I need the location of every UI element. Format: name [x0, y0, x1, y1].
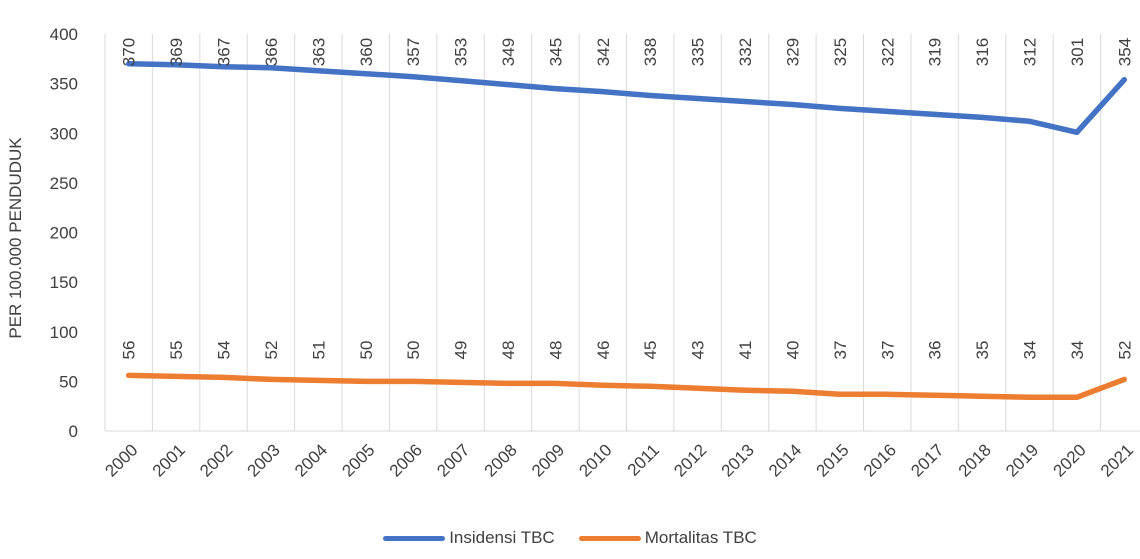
data-label: 48: [499, 341, 518, 360]
data-label: 35: [973, 341, 992, 360]
data-label: 366: [262, 38, 281, 66]
data-label: 52: [1115, 341, 1134, 360]
x-tick-label: 2001: [149, 440, 189, 480]
x-tick-label: 2009: [528, 440, 568, 480]
data-label: 335: [689, 38, 708, 66]
data-label: 50: [357, 341, 376, 360]
x-tick-label: 2020: [1050, 440, 1090, 480]
data-label: 369: [167, 38, 186, 66]
x-axis-ticks: 2000 2001 2002 2003 2004 2005 2006 2007 2008 2009…: [101, 440, 1137, 480]
series-line-1: [125, 372, 1128, 401]
data-label: 332: [736, 38, 755, 66]
legend-label: Insidensi TBC: [449, 528, 555, 547]
data-label: 48: [546, 341, 565, 360]
legend-swatch-blue: [383, 535, 446, 541]
data-label: 357: [404, 38, 423, 66]
data-label: 354: [1115, 38, 1134, 66]
x-tick-label: 2013: [718, 440, 758, 480]
data-label: 363: [309, 38, 328, 66]
data-label: 46: [594, 341, 613, 360]
y-tick-label: 0: [69, 422, 78, 441]
data-label: 325: [831, 38, 850, 66]
x-tick-label: 2011: [624, 440, 663, 479]
data-label: 34: [1020, 341, 1039, 360]
x-tick-label: 2016: [860, 440, 900, 480]
data-label: 367: [215, 38, 234, 66]
data-label: 54: [215, 341, 234, 360]
data-label: 34: [1068, 341, 1087, 360]
y-tick-label: 150: [50, 273, 78, 292]
data-label: 52: [262, 341, 281, 360]
data-label: 353: [452, 38, 471, 66]
data-label: 45: [641, 341, 660, 360]
y-axis-ticks: 0 50 100 150 200 250 300 350 400: [50, 25, 78, 441]
data-label: 37: [878, 341, 897, 360]
y-tick-label: 400: [50, 25, 78, 44]
x-tick-label: 2008: [481, 440, 521, 480]
x-tick-label: 2005: [338, 440, 378, 480]
data-label: 322: [878, 38, 897, 66]
data-label: 370: [120, 38, 139, 66]
data-label: 56: [120, 341, 139, 360]
x-tick-label: 2000: [101, 440, 141, 480]
data-label: 312: [1020, 38, 1039, 66]
y-tick-label: 350: [50, 75, 78, 94]
data-label: 349: [499, 38, 518, 66]
y-tick-label: 300: [50, 124, 78, 143]
x-tick-label: 2010: [575, 440, 615, 480]
data-label: 40: [783, 341, 802, 360]
data-label: 36: [926, 341, 945, 360]
data-label: 360: [357, 38, 376, 66]
legend-label: Mortalitas TBC: [644, 528, 757, 547]
data-label: 49: [452, 341, 471, 360]
y-tick-label: 250: [50, 174, 78, 193]
data-label: 338: [641, 38, 660, 66]
legend-item-insidensi: Insidensi TBC: [383, 528, 555, 548]
x-tick-label: 2015: [812, 440, 852, 480]
x-tick-label: 2021: [1097, 440, 1137, 480]
y-tick-label: 100: [50, 323, 78, 342]
y-tick-label: 200: [50, 224, 78, 243]
data-label: 55: [167, 341, 186, 360]
data-label: 41: [736, 341, 755, 360]
x-tick-label: 2004: [291, 440, 331, 480]
data-label: 51: [309, 341, 328, 360]
data-label: 319: [926, 38, 945, 66]
data-label: 342: [594, 38, 613, 66]
x-tick-label: 2002: [196, 440, 236, 480]
x-tick-label: 2018: [955, 440, 995, 480]
y-axis-label: PER 100.000 PENDUDUK: [6, 137, 25, 339]
data-labels: 370 369 367 366 363 360 357 353 349 345 342 338 335 3…: [120, 38, 1135, 360]
x-tick-label: 2017: [907, 440, 947, 480]
data-label: 50: [404, 341, 423, 360]
x-tick-label: 2006: [386, 440, 426, 480]
legend-swatch-orange: [578, 535, 641, 541]
x-tick-label: 2019: [1002, 440, 1042, 480]
data-label: 43: [689, 341, 708, 360]
series-layer: [125, 61, 1128, 401]
x-tick-label: 2007: [433, 440, 473, 480]
data-label: 301: [1068, 38, 1087, 66]
data-label: 345: [546, 38, 565, 66]
grid-layer: [104, 34, 1140, 432]
series-line-0: [125, 61, 1128, 136]
x-tick-label: 2014: [765, 440, 805, 480]
x-tick-label: 2012: [670, 440, 710, 480]
legend: Insidensi TBC Mortalitas TBC: [0, 528, 1140, 548]
legend-item-mortalitas: Mortalitas TBC: [578, 528, 757, 548]
data-label: 316: [973, 38, 992, 66]
data-label: 37: [831, 341, 850, 360]
y-tick-label: 50: [59, 372, 78, 391]
x-tick-label: 2003: [244, 440, 284, 480]
data-label: 329: [783, 38, 802, 66]
